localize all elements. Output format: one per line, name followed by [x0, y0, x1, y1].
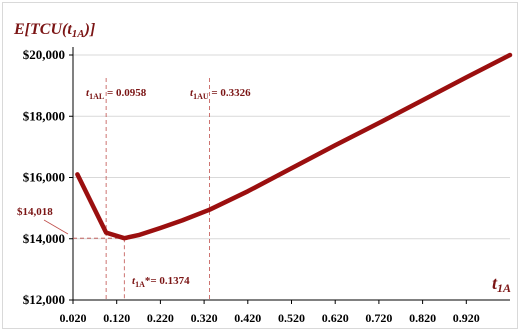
x-tick-label: 0.720 — [365, 311, 392, 325]
x-tick-label: 0.420 — [234, 311, 261, 325]
y-axis-label: E[TCU(t1A)] — [13, 21, 95, 40]
y-tick-label: $20,000 — [23, 47, 65, 62]
x-axis-label: t1A — [492, 273, 511, 295]
y-tick-label: $12,000 — [23, 292, 65, 307]
x-tick-label: 0.920 — [453, 311, 480, 325]
y-tick-label: $14,000 — [23, 231, 65, 246]
x-tick-label: 0.520 — [278, 311, 305, 325]
annotation-t1al: t1AL = 0.0958 — [86, 87, 147, 101]
annotation-t1au: t1AU = 0.3326 — [190, 87, 251, 101]
y-tick-label: $18,000 — [23, 108, 65, 123]
x-tick-label: 0.820 — [409, 311, 436, 325]
annotation-tstar: t1A*= 0.1374 — [132, 275, 190, 289]
x-tick-label: 0.620 — [322, 311, 349, 325]
x-tick-label: 0.120 — [103, 311, 130, 325]
y-tick-label: $16,000 — [23, 170, 65, 185]
x-tick-label: 0.320 — [191, 311, 218, 325]
annotation-ymin: $14,018 — [17, 206, 53, 218]
x-tick-label: 0.220 — [147, 311, 174, 325]
cost-curve-line — [75, 52, 513, 241]
annotation-ymin-pointer — [43, 219, 69, 235]
x-tick-label: 0.020 — [60, 311, 87, 325]
